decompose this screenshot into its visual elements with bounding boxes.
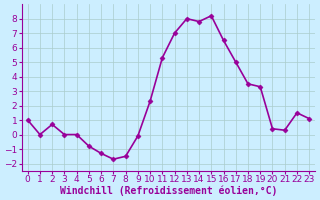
X-axis label: Windchill (Refroidissement éolien,°C): Windchill (Refroidissement éolien,°C) bbox=[60, 185, 277, 196]
